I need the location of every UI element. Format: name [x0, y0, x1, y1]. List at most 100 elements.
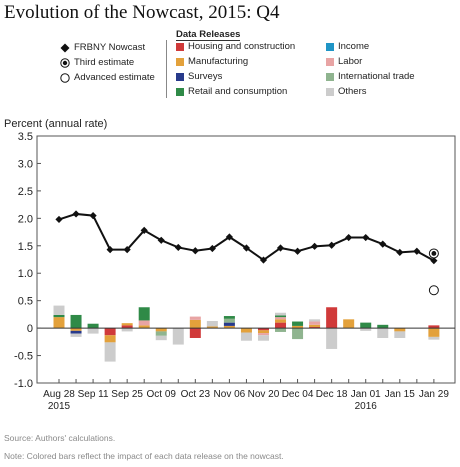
bar-segment	[189, 316, 201, 320]
y-axis-label: Percent (annual rate)	[4, 118, 108, 130]
legend-label-advanced-estimate: Advanced estimate	[74, 72, 155, 83]
y-tick-label: -1.0	[14, 378, 33, 390]
x-tick-label: Nov 20	[248, 389, 280, 400]
diamond-icon	[60, 43, 70, 53]
bar-segment	[275, 312, 287, 316]
nowcast-point	[191, 247, 199, 255]
nowcast-point	[259, 256, 268, 264]
income-swatch	[326, 43, 334, 51]
legend-label-surveys: Surveys	[188, 71, 223, 82]
bar-segment	[257, 330, 269, 334]
nowcast-point	[293, 247, 302, 255]
y-tick-label: 3.5	[18, 131, 33, 143]
nowcast-point	[123, 246, 131, 254]
x-tick-label: Jan 15	[385, 389, 415, 400]
ring-dot-icon	[60, 58, 70, 68]
bar-segment	[223, 322, 235, 326]
nowcast-point	[379, 240, 387, 248]
bar-segment	[360, 322, 372, 329]
chart-title: Evolution of the Nowcast, 2015: Q4	[4, 2, 280, 23]
bar-segment	[53, 317, 65, 329]
labor-swatch	[326, 58, 334, 66]
bar-segment	[309, 321, 321, 325]
nowcast-point	[276, 244, 285, 252]
x-tick-label: Jan 29	[419, 389, 449, 400]
bar-segment	[121, 323, 133, 326]
y-tick-label: 2.5	[18, 186, 33, 198]
bar-segment	[223, 318, 235, 323]
bar-segment	[257, 335, 269, 341]
bar-segment	[377, 328, 389, 338]
legend-label-third-estimate: Third estimate	[74, 57, 135, 68]
bar-segment	[138, 320, 150, 326]
x-tick-label: Aug 28	[43, 389, 75, 400]
bar-segment	[87, 328, 99, 334]
plot-area	[36, 135, 456, 384]
bar-segment	[138, 307, 150, 321]
y-tick-label: 3.0	[18, 158, 33, 170]
nowcast-series	[55, 210, 438, 265]
nowcast-point	[157, 236, 165, 244]
bar-segment	[377, 324, 389, 329]
legend-label-income: Income	[338, 41, 370, 52]
bar-segment	[104, 328, 116, 336]
nowcast-point	[413, 247, 421, 255]
x-tick-sublabel: 2016	[355, 401, 378, 412]
legend-label-labor: Labor	[338, 56, 363, 67]
bar-segment	[275, 315, 287, 318]
x-tick-label: Nov 06	[214, 389, 246, 400]
legend-title: Data Releases	[176, 29, 241, 41]
legend-item-nowcast: FRBNY Nowcast	[60, 40, 155, 55]
nowcast-point	[174, 243, 182, 252]
bar-segment	[326, 307, 338, 329]
legend-label-manufacturing: Manufacturing	[188, 56, 249, 67]
bar-segment	[240, 328, 252, 333]
nowcast-point	[225, 233, 233, 241]
legend-label-retail: Retail and consumption	[188, 86, 288, 97]
legend-item-surveys: Surveys	[176, 71, 222, 83]
legend-label-nowcast: FRBNY Nowcast	[74, 42, 146, 53]
nowcast-point	[362, 233, 370, 242]
bar-segment	[360, 328, 372, 331]
bar-segment	[70, 330, 82, 334]
bar-segment	[189, 328, 201, 338]
nowcast-point	[242, 244, 251, 252]
bar-segment	[257, 328, 269, 331]
y-axis: 3.5 3.0 2.5 2.0 1.5 1.0 0.5 0 -0.5 -1.0	[14, 131, 41, 390]
nowcast-point	[396, 248, 404, 256]
bar-segment	[70, 314, 82, 329]
bar-segment	[223, 316, 235, 319]
bar-segment	[275, 322, 287, 329]
manufacturing-swatch	[176, 58, 184, 66]
bar-segment	[223, 325, 235, 329]
bar-segment	[394, 331, 406, 338]
nowcast-line	[58, 212, 435, 262]
bar-segment	[53, 314, 65, 318]
bar-segment	[53, 305, 65, 315]
bar-segment	[155, 331, 167, 336]
bar-segment	[257, 333, 269, 336]
bar-segment	[155, 328, 167, 332]
bar-segment	[309, 324, 321, 328]
bar-segment	[104, 342, 116, 362]
bar-segment	[275, 328, 287, 332]
international-trade-swatch	[326, 73, 334, 81]
bar-segment	[343, 319, 355, 329]
bar-segment	[121, 328, 133, 332]
bar-segment	[240, 332, 252, 341]
nowcast-point	[345, 233, 353, 242]
x-tick-label: Dec 18	[316, 389, 348, 400]
legend-item-labor: Labor	[326, 56, 362, 68]
bar-segment	[275, 317, 287, 320]
retail-swatch	[176, 88, 184, 96]
nowcast-point	[328, 241, 336, 249]
bar-segment	[70, 333, 82, 337]
bar-segment	[428, 325, 440, 329]
y-tick-label: 1.5	[18, 241, 33, 253]
y-tick-label: -0.5	[14, 351, 33, 363]
legend-item-income: Income	[326, 41, 369, 53]
x-tick-label: Jan 01	[351, 389, 381, 400]
legend-item-international-trade: International trade	[326, 71, 415, 83]
advanced-estimate-point	[428, 285, 439, 296]
